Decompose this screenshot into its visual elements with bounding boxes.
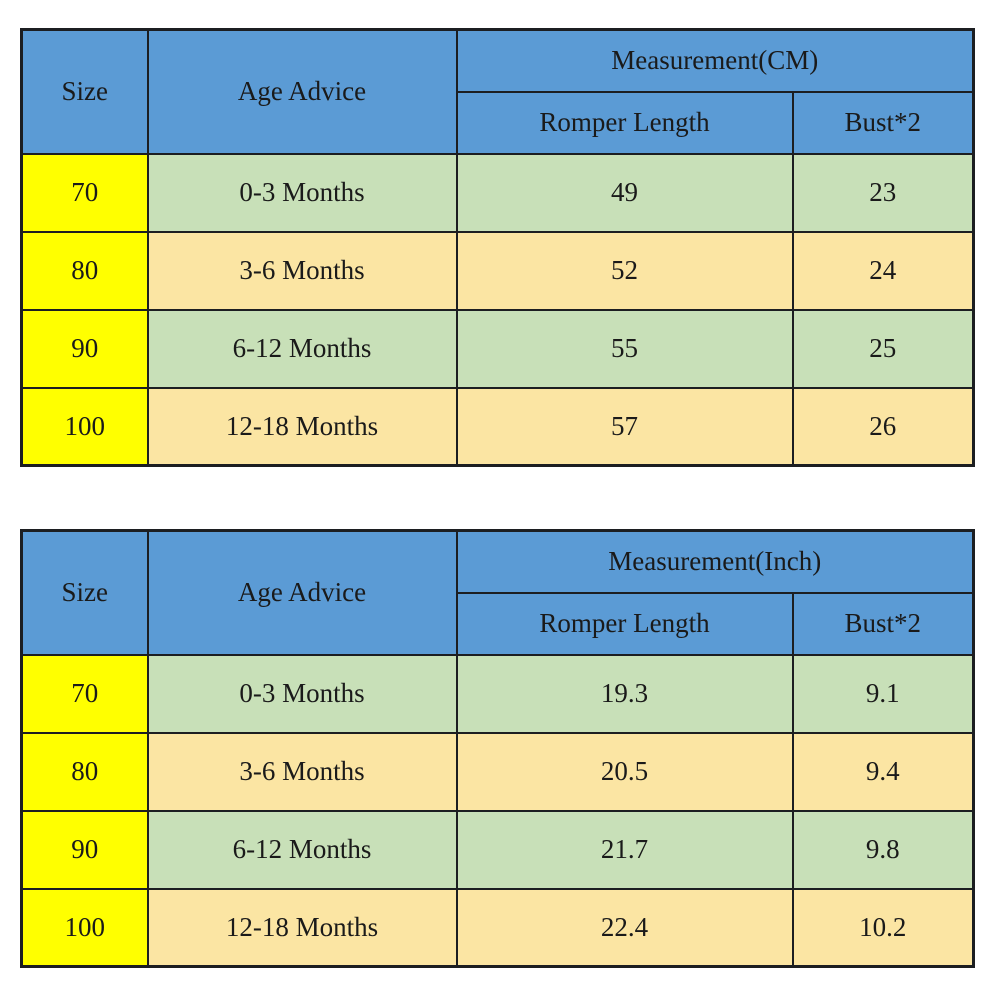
cell-romper-length: 57 (455, 386, 794, 467)
cell-size: 90 (20, 308, 149, 389)
cell-bust: 10.2 (791, 887, 975, 968)
cell-size: 80 (20, 230, 149, 311)
header-row-sub: Romper Length Bust*2 (22, 591, 975, 656)
header-measurement-inch: Measurement(Inch) (455, 529, 975, 594)
cell-age-advice: 6-12 Months (146, 809, 458, 890)
cell-bust: 9.4 (791, 731, 975, 812)
table-row: 90 6-12 Months 21.7 9.8 (20, 809, 975, 890)
cell-age-advice: 0-3 Months (146, 653, 458, 734)
cell-age-advice: 3-6 Months (146, 230, 458, 311)
header-size: Size (20, 28, 149, 155)
table-row: 70 0-3 Months 19.3 9.1 (20, 653, 975, 734)
header-romper-length: Romper Length (455, 90, 794, 155)
cell-romper-length: 21.7 (455, 809, 794, 890)
cell-romper-length: 49 (455, 152, 794, 233)
cell-romper-length: 19.3 (455, 653, 794, 734)
table-row: 80 3-6 Months 20.5 9.4 (20, 731, 975, 812)
header-row-top: Size Age Advice Measurement(CM) (20, 28, 975, 155)
cell-size: 100 (20, 386, 149, 467)
cell-size: 100 (20, 887, 149, 968)
table-row: 100 12-18 Months 22.4 10.2 (20, 887, 975, 968)
cell-romper-length: 55 (455, 308, 794, 389)
header-size: Size (20, 529, 149, 656)
cell-age-advice: 12-18 Months (146, 887, 458, 968)
header-bust: Bust*2 (791, 90, 975, 155)
cell-age-advice: 3-6 Months (146, 731, 458, 812)
header-romper-length: Romper Length (455, 591, 794, 656)
cell-romper-length: 52 (455, 230, 794, 311)
header-row-top: Size Age Advice Measurement(Inch) (20, 529, 975, 656)
cell-bust: 9.8 (791, 809, 975, 890)
cell-age-advice: 12-18 Months (146, 386, 458, 467)
cell-romper-length: 20.5 (455, 731, 794, 812)
table-row: 90 6-12 Months 55 25 (20, 308, 975, 389)
cell-bust: 23 (791, 152, 975, 233)
size-chart-cm-table: Size Age Advice Measurement(CM) Romper L… (20, 28, 976, 467)
size-chart-inch-table: Size Age Advice Measurement(Inch) Romper… (20, 529, 975, 968)
header-row-sub: Romper Length Bust*2 (22, 90, 975, 155)
table-row: 70 0-3 Months 49 23 (20, 152, 975, 233)
cell-bust: 26 (791, 386, 975, 467)
table-row: 100 12-18 Months 57 26 (20, 386, 975, 467)
table-row: 80 3-6 Months 52 24 (20, 230, 975, 311)
cell-size: 70 (20, 152, 149, 233)
cell-size: 90 (20, 809, 149, 890)
cell-size: 80 (20, 731, 149, 812)
header-age-advice: Age Advice (146, 28, 458, 155)
header-measurement-cm: Measurement(CM) (455, 28, 975, 93)
cell-bust: 25 (791, 308, 975, 389)
header-age-advice: Age Advice (146, 529, 458, 656)
cell-bust: 9.1 (791, 653, 975, 734)
header-bust: Bust*2 (791, 591, 975, 656)
cell-bust: 24 (791, 230, 975, 311)
cell-size: 70 (20, 653, 149, 734)
cell-age-advice: 0-3 Months (146, 152, 458, 233)
cell-romper-length: 22.4 (455, 887, 794, 968)
cell-age-advice: 6-12 Months (146, 308, 458, 389)
